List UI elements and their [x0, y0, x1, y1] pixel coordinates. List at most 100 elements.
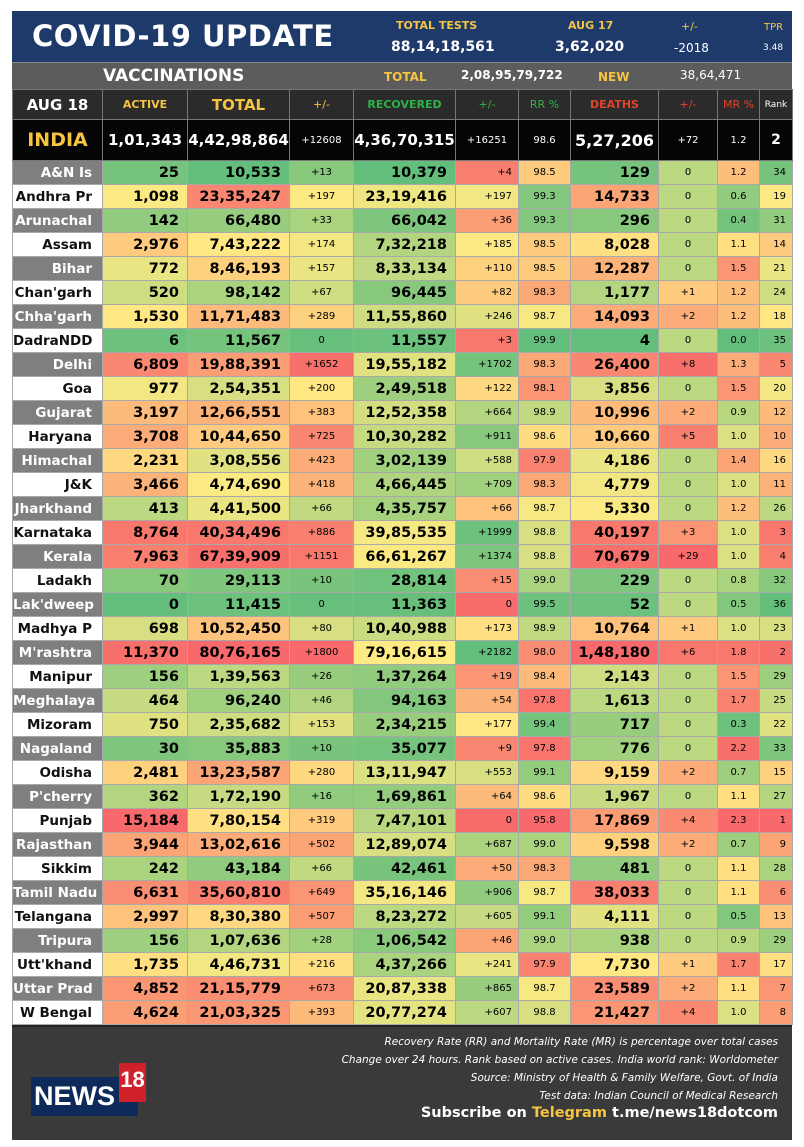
cell-rr: 98.7: [518, 880, 571, 905]
cell-rank: 9: [759, 832, 793, 857]
cell-total-change: +1652: [289, 352, 354, 377]
cell-recovered-change: +687: [455, 832, 519, 857]
state-row: Madhya P 698 10,52,450 +80 10,40,988 +173 98.9…: [12, 616, 793, 641]
cell-total: 35,883: [187, 736, 290, 761]
india-recovered-change: +16251: [455, 119, 519, 161]
cell-recovered-change: +709: [455, 472, 519, 497]
cell-rr: 99.9: [518, 328, 571, 353]
cell-mr: 1.2: [717, 160, 760, 185]
cell-recovered-change: 0: [455, 592, 519, 617]
cell-rr: 98.9: [518, 400, 571, 425]
cell-total-change: +28: [289, 928, 354, 953]
state-row: Telangana 2,997 8,30,380 +507 8,23,272 +605 99…: [12, 904, 793, 929]
cell-deaths-change: 0: [658, 784, 718, 809]
cell-rr: 99.3: [518, 184, 571, 209]
cell-recovered-change: +66: [455, 496, 519, 521]
cell-total: 2,35,682: [187, 712, 290, 737]
cell-recovered-change: +177: [455, 712, 519, 737]
cell-total: 43,184: [187, 856, 290, 881]
cell-total: 23,35,247: [187, 184, 290, 209]
cell-deaths: 14,093: [570, 304, 659, 329]
cell-deaths-change: 0: [658, 880, 718, 905]
cell-recovered: 79,16,615: [353, 640, 456, 665]
vaccinations-title: VACCINATIONS: [103, 66, 245, 86]
cell-rr: 98.7: [518, 304, 571, 329]
cell-total-change: +67: [289, 280, 354, 305]
cell-rank: 10: [759, 424, 793, 449]
cell-total: 11,567: [187, 328, 290, 353]
cell-total: 10,44,650: [187, 424, 290, 449]
cell-deaths: 129: [570, 160, 659, 185]
cell-name: Kerala: [12, 544, 103, 569]
cell-mr: 1.8: [717, 640, 760, 665]
cell-rank: 13: [759, 904, 793, 929]
cell-rank: 8: [759, 1000, 793, 1025]
cell-deaths: 17,869: [570, 808, 659, 833]
cell-recovered-change: +607: [455, 1000, 519, 1025]
cell-deaths-change: 0: [658, 448, 718, 473]
cell-name: Utt'khand: [12, 952, 103, 977]
cell-name: P'cherry: [12, 784, 103, 809]
cell-recovered-change: +1374: [455, 544, 519, 569]
cell-deaths-change: +3: [658, 520, 718, 545]
cell-deaths: 481: [570, 856, 659, 881]
cell-total-change: +197: [289, 184, 354, 209]
cell-recovered-change: +173: [455, 616, 519, 641]
cell-total: 19,88,391: [187, 352, 290, 377]
cell-total-change: +418: [289, 472, 354, 497]
cell-deaths-change: 0: [658, 664, 718, 689]
cell-active: 156: [102, 928, 188, 953]
cell-active: 142: [102, 208, 188, 233]
vaccinations-total-label: TOTAL: [384, 70, 427, 84]
cell-recovered: 8,33,134: [353, 256, 456, 281]
cell-deaths: 10,764: [570, 616, 659, 641]
cell-rr: 97.8: [518, 688, 571, 713]
col-active: ACTIVE: [102, 89, 188, 120]
cell-rr: 98.3: [518, 352, 571, 377]
cell-rank: 17: [759, 952, 793, 977]
cell-total-change: 0: [289, 592, 354, 617]
cell-deaths: 9,159: [570, 760, 659, 785]
cell-recovered: 10,379: [353, 160, 456, 185]
cell-deaths: 1,967: [570, 784, 659, 809]
state-row: Manipur 156 1,39,563 +26 1,37,264 +19 98.4 2,14…: [12, 664, 793, 689]
cell-mr: 1.7: [717, 688, 760, 713]
cell-mr: 0.4: [717, 208, 760, 233]
cell-name: Mizoram: [12, 712, 103, 737]
cell-mr: 1.0: [717, 1000, 760, 1025]
india-name: INDIA: [12, 119, 103, 161]
cell-name: Telangana: [12, 904, 103, 929]
cell-rank: 32: [759, 568, 793, 593]
cell-deaths: 2,143: [570, 664, 659, 689]
cell-recovered-change: +15: [455, 568, 519, 593]
cell-deaths: 12,287: [570, 256, 659, 281]
cell-recovered: 4,35,757: [353, 496, 456, 521]
telegram-link[interactable]: t.me/news18dotcom: [612, 1105, 778, 1121]
cell-deaths-change: 0: [658, 376, 718, 401]
note-test-data: Test data: Indian Council of Medical Res…: [539, 1090, 778, 1102]
cell-deaths: 229: [570, 568, 659, 593]
cell-mr: 1.1: [717, 232, 760, 257]
page-title: COVID-19 UPDATE: [32, 19, 334, 53]
note-rates: Recovery Rate (RR) and Mortality Rate (M…: [384, 1036, 778, 1048]
cell-total-change: +66: [289, 856, 354, 881]
cell-name: Meghalaya: [12, 688, 103, 713]
cell-recovered-change: +197: [455, 184, 519, 209]
cell-recovered-change: +1999: [455, 520, 519, 545]
cell-name: Assam: [12, 232, 103, 257]
cell-name: Chan'garh: [12, 280, 103, 305]
cell-recovered-change: +664: [455, 400, 519, 425]
cell-name: Tamil Nadu: [12, 880, 103, 905]
cell-mr: 0.6: [717, 184, 760, 209]
cell-recovered-change: +46: [455, 928, 519, 953]
tests-change-value: -2018: [674, 41, 709, 55]
cell-name: Odisha: [12, 760, 103, 785]
cell-total-change: +13: [289, 160, 354, 185]
cell-active: 413: [102, 496, 188, 521]
cell-recovered-change: +19: [455, 664, 519, 689]
cell-total-change: +319: [289, 808, 354, 833]
cell-total: 8,30,380: [187, 904, 290, 929]
cell-deaths: 10,996: [570, 400, 659, 425]
cell-total-change: +153: [289, 712, 354, 737]
cell-recovered: 20,87,338: [353, 976, 456, 1001]
